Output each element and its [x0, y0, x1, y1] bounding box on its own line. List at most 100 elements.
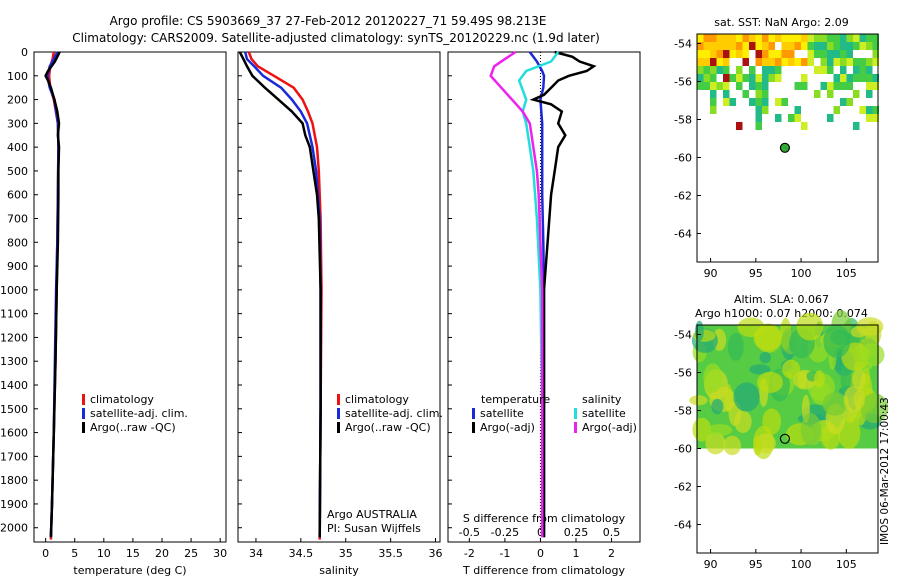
sst-cell: [859, 66, 866, 74]
sst-cell: [840, 58, 847, 66]
sst-cell: [768, 66, 775, 74]
sst-cell: [775, 114, 782, 122]
sst-cell: [703, 50, 710, 58]
sst-cell: [807, 34, 814, 42]
y-tick-label: 1800: [0, 474, 28, 487]
legend-label: Argo(-adj): [480, 421, 535, 434]
sst-cell: [846, 98, 853, 106]
sst-cell: [872, 82, 879, 90]
sst-cell: [840, 42, 847, 50]
sst-cell: [866, 90, 873, 98]
sst-cell: [762, 82, 769, 90]
map-y-tick-label: -56: [674, 367, 692, 380]
sst-cell: [872, 106, 879, 114]
sla-blob: [723, 435, 741, 456]
y-tick-label: 1200: [0, 331, 28, 344]
sst-cell: [781, 34, 788, 42]
legend-label: climatology: [90, 393, 154, 406]
legend-label: Argo(..raw -QC): [90, 421, 176, 434]
map-y-tick-label: -54: [674, 329, 692, 342]
map-x-tick-label: 105: [836, 267, 857, 280]
sst-cell: [736, 42, 743, 50]
sst-cell: [723, 82, 730, 90]
sla-title-2: Argo h1000: 0.07 h2000: 0.074: [695, 307, 868, 320]
sst-cell: [703, 58, 710, 66]
sst-cell: [788, 114, 795, 122]
sst-cell: [866, 66, 873, 74]
header-line-2: Climatology: CARS2009. Satellite-adjuste…: [72, 31, 600, 45]
legend-swatch: [82, 422, 85, 433]
sst-cell: [716, 34, 723, 42]
y-tick-label: 700: [7, 213, 28, 226]
sst-cell: [749, 74, 756, 82]
sst-cell: [723, 34, 730, 42]
sla-blob: [753, 435, 762, 456]
sst-cell: [872, 114, 879, 122]
sst-cell: [827, 82, 834, 90]
sst-cell: [833, 106, 840, 114]
x-tick-label: 30: [213, 547, 227, 560]
argo-position-marker: [779, 142, 791, 153]
sst-cell: [872, 50, 879, 58]
salinity-xlabel: salinity: [319, 564, 359, 577]
sst-cell: [762, 34, 769, 42]
series-satellite: [517, 51, 560, 538]
sst-cell: [723, 58, 730, 66]
legend-label: climatology: [345, 393, 409, 406]
sst-cell: [853, 122, 860, 130]
salinity-panel: 34 34.5 35 35.5 36 salinity climatologysatelli…: [237, 51, 443, 577]
pi-label: PI: Susan Wijffels: [327, 522, 421, 535]
legend-title-temperature: temperature: [481, 393, 550, 406]
temperature-frame: [33, 51, 227, 543]
sst-title-1: sat. SST: NaN Argo: 2.09: [714, 16, 848, 29]
sst-cell: [859, 106, 866, 114]
y-tick-label: 1400: [0, 379, 28, 392]
sla-blob: [759, 351, 771, 364]
map-y-tick-label: -56: [674, 76, 692, 89]
sla-field: [689, 310, 889, 460]
sst-cell: [768, 34, 775, 42]
sst-cell: [762, 50, 769, 58]
sla-blob: [823, 324, 851, 358]
sst-map: sat. SST: NaN Argo: 2.09 -54 -56 -58 -60 -62 -…: [674, 16, 879, 280]
sla-blob: [796, 312, 824, 341]
sst-cell: [859, 42, 866, 50]
sst-cell: [710, 50, 717, 58]
x-tick2-label: 0.25: [564, 526, 589, 539]
sst-cell: [710, 74, 717, 82]
sst-cell: [801, 58, 808, 66]
sst-cell: [866, 58, 873, 66]
sst-cell: [820, 66, 827, 74]
sst-cell: [801, 34, 808, 42]
sst-cell: [846, 58, 853, 66]
x-tick-label: -2: [464, 547, 475, 560]
sst-cell: [833, 50, 840, 58]
sst-cell: [853, 90, 860, 98]
sst-frame: [696, 33, 879, 263]
sst-cell: [742, 90, 749, 98]
sst-cell: [827, 42, 834, 50]
sst-cell: [866, 34, 873, 42]
x-tick-label: 36: [429, 547, 443, 560]
x-tick-label: 34: [249, 547, 263, 560]
y-tick-label: 1700: [0, 450, 28, 463]
map-x-tick-label: 95: [749, 267, 763, 280]
sst-cell: [755, 98, 762, 106]
legend-label: satellite: [480, 407, 524, 420]
sst-cell: [846, 42, 853, 50]
legend-swatch: [82, 394, 85, 405]
sla-title-1: Altim. SLA: 0.067: [734, 293, 829, 306]
temperature-panel: 0100200300400500600700800900100011001200…: [0, 46, 227, 577]
x-tick-label: 10: [97, 547, 111, 560]
sst-cell: [697, 50, 704, 58]
series-climatology: [247, 51, 323, 540]
sst-cell: [820, 82, 827, 90]
sla-frame: [696, 324, 879, 554]
map-y-tick-label: -62: [674, 481, 692, 494]
float-owner-label: Argo AUSTRALIA: [327, 508, 417, 521]
map-x-tick-label: 90: [704, 267, 718, 280]
sla-blob: [800, 413, 822, 446]
sst-cell: [729, 74, 736, 82]
sst-cell: [801, 82, 808, 90]
